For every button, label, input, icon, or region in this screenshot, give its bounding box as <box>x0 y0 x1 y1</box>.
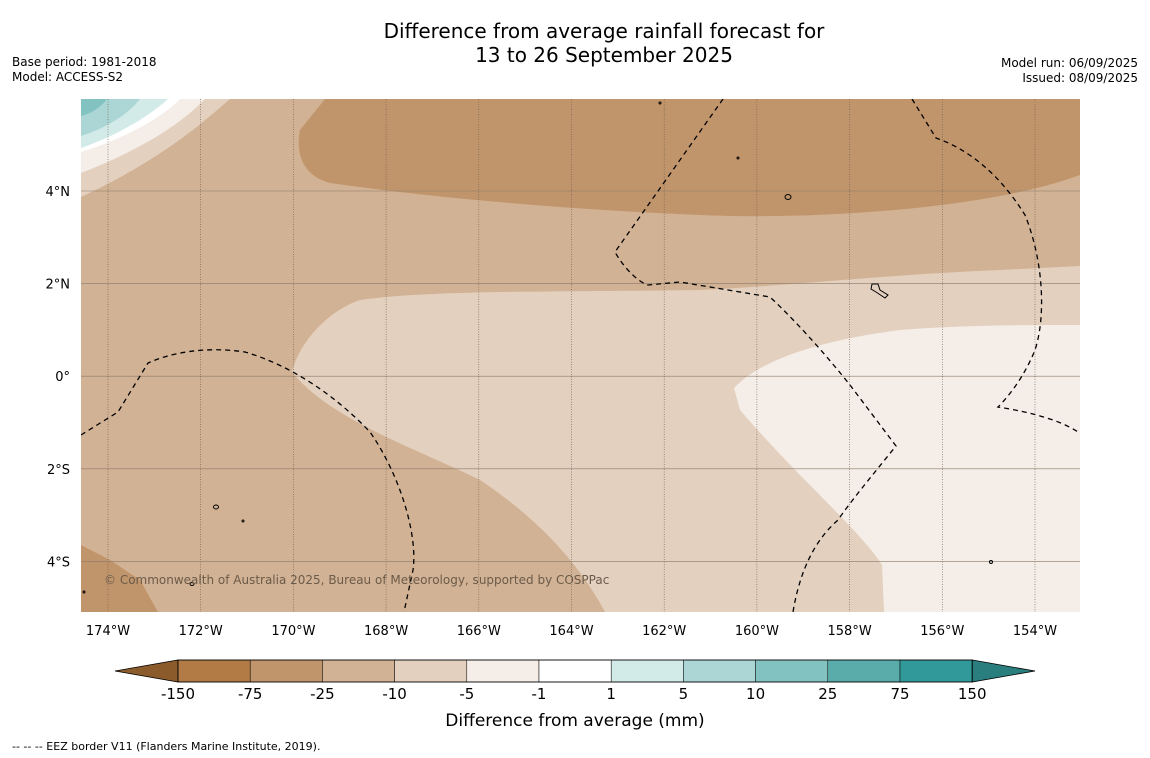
longitude-tick-label: 162°W <box>642 624 686 639</box>
latitude-tick-label: 2°S <box>47 463 70 478</box>
issued-date: Issued: 08/09/2025 <box>1022 71 1138 85</box>
colorbar-segment <box>899 659 973 683</box>
islands <box>82 101 993 594</box>
meridian-grid <box>107 99 1036 612</box>
longitude-tick-label: 160°W <box>735 624 779 639</box>
island-2 <box>870 283 889 299</box>
nw-band-6 <box>81 99 107 116</box>
title-line-1: Difference from average rainfall forecas… <box>383 19 825 43</box>
longitude-tick-label: 158°W <box>828 624 872 639</box>
eez-borders <box>81 99 1079 612</box>
island-5 <box>736 156 740 160</box>
model-name: Model: ACCESS-S2 <box>12 70 124 84</box>
map-title: Difference from average rainfall forecas… <box>0 19 1150 67</box>
colorbar-ticks: -150 -75 -25 -10 -5 -1 1 5 10 25 75 150 <box>161 685 987 703</box>
colorbar-tick-label: -25 <box>310 685 335 703</box>
colorbar-tick-label: -1 <box>532 685 547 703</box>
latitude-tick-label: 4°S <box>47 555 70 570</box>
colorbar-tick-label: 5 <box>679 685 689 703</box>
island-1 <box>784 194 792 200</box>
colorbar-arrow-low <box>114 659 179 683</box>
eez-border-east <box>911 99 1079 433</box>
longitude-tick-label: 166°W <box>457 624 501 639</box>
base-period: Base period: 1981-2018 <box>12 55 157 69</box>
longitude-ticks: 174°W 172°W 170°W 168°W 166°W 164°W 162°W 160°W… <box>86 624 1057 639</box>
rainfall-field: © Commonwealth of Australia 2025, Bureau… <box>81 99 1080 612</box>
colorbar-segment <box>538 659 612 683</box>
longitude-tick-label: 170°W <box>271 624 315 639</box>
island-7 <box>241 519 245 523</box>
colorbar-segment <box>249 659 323 683</box>
colorbar-segment <box>177 659 251 683</box>
colorbar-tick-label: -10 <box>382 685 407 703</box>
colorbar-tick-label: -75 <box>238 685 263 703</box>
eez-border-west <box>81 349 415 612</box>
colorbar-segment <box>827 659 901 683</box>
latitude-tick-label: 0° <box>55 370 70 385</box>
title-line-2: 13 to 26 September 2025 <box>475 43 733 67</box>
eez-legend-note: -- -- -- EEZ border V11 (Flanders Marine… <box>12 740 321 753</box>
colorbar-segment <box>683 659 756 683</box>
eez-border-central <box>614 99 897 612</box>
colorbar-tick-label: 1 <box>606 685 616 703</box>
colorbar-label: Difference from average (mm) <box>445 711 704 731</box>
island-6 <box>658 101 662 105</box>
longitude-tick-label: 168°W <box>364 624 408 639</box>
colorbar-segment <box>322 659 395 683</box>
meta-right: Model run: 06/09/2025 Issued: 08/09/2025 <box>1001 56 1138 86</box>
island-9 <box>82 590 86 594</box>
colorbar-tick-label: -150 <box>161 685 195 703</box>
colorbar-segment <box>394 659 468 683</box>
colorbar-tick-label: 25 <box>818 685 837 703</box>
colorbar <box>114 659 1036 683</box>
copyright-credit: © Commonwealth of Australia 2025, Bureau… <box>104 573 609 587</box>
colorbar-tick-label: -5 <box>459 685 474 703</box>
band-minus-75-to-minus-25-north <box>298 99 1080 217</box>
latitude-tick-label: 2°N <box>46 278 71 293</box>
band-minus-75-to-minus-25-south <box>81 545 158 612</box>
meta-left: Base period: 1981-2018 Model: ACCESS-S2 <box>12 55 157 85</box>
colorbar-outline <box>177 659 973 683</box>
island-8 <box>989 560 993 564</box>
colorbar-tick-label: 10 <box>746 685 765 703</box>
colorbar-tick-label: 150 <box>958 685 987 703</box>
latitude-tick-label: 4°N <box>46 185 71 200</box>
island-3 <box>213 504 219 510</box>
colorbar-segment <box>466 659 540 683</box>
model-run: Model run: 06/09/2025 <box>1000 56 1138 70</box>
colorbar-segment <box>610 659 684 683</box>
latitude-ticks: 4°N 2°N 0° 2°S 4°S <box>46 185 71 570</box>
longitude-tick-label: 156°W <box>920 624 964 639</box>
parallel-grid <box>81 190 1080 562</box>
longitude-tick-label: 164°W <box>549 624 593 639</box>
island-4 <box>189 582 195 586</box>
colorbar-segment <box>755 659 829 683</box>
colorbar-arrow-high <box>971 659 1036 683</box>
longitude-tick-label: 154°W <box>1013 624 1057 639</box>
longitude-tick-label: 172°W <box>179 624 223 639</box>
colorbar-tick-label: 75 <box>890 685 909 703</box>
longitude-tick-label: 174°W <box>86 624 130 639</box>
